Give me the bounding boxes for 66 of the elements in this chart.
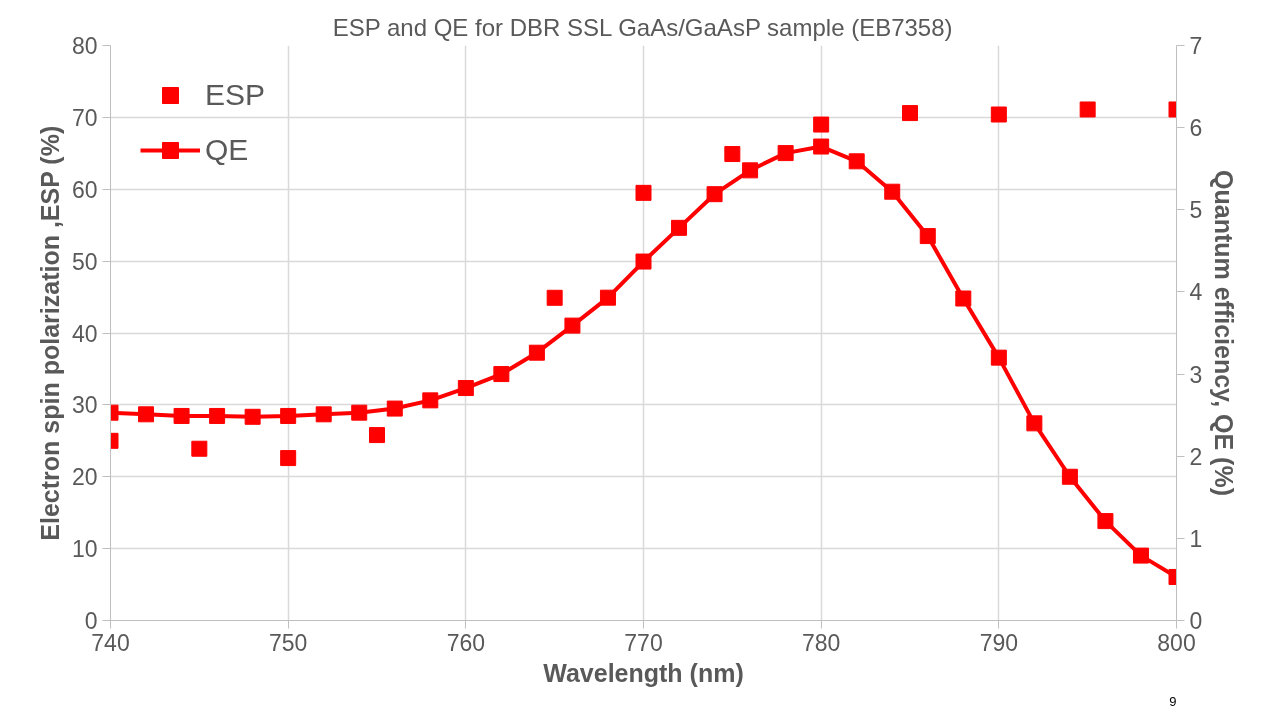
y-tick-label: 40 [71,320,98,347]
point [777,145,794,162]
y2-axis-title: Quantum efficiency, QE (%) [1210,170,1239,496]
y2-tick-label: 4 [1189,279,1203,306]
point [244,408,261,425]
point [1097,513,1114,530]
point [369,427,385,444]
point [564,317,581,334]
point [280,450,297,467]
y2-tick-label: 1 [1189,525,1203,552]
y-tick-label: 50 [71,248,98,275]
legend-label: QE [205,132,249,168]
point [955,290,972,307]
chart-title: ESP and QE for DBR SSL GaAs/GaAsP sample (EB7358) [332,13,953,41]
point [706,186,723,203]
point [138,406,155,423]
legend-label: ESP [205,77,266,113]
point [191,440,208,457]
point [884,183,901,200]
point [635,253,652,270]
point [599,289,616,306]
point [546,289,563,306]
x-tick-label: 790 [979,629,1019,656]
point [209,407,226,424]
y-tick-label: 70 [71,104,98,131]
point [528,344,545,361]
x-tick-label: 760 [446,629,486,656]
point [1079,101,1096,118]
point [990,106,1007,123]
point [902,105,918,122]
point [1061,468,1078,485]
point [742,162,759,179]
point [919,228,936,245]
point [315,406,332,423]
x-axis-title: Wavelength (nm) [543,658,744,687]
point [1026,415,1043,432]
point [422,392,439,409]
point [635,184,652,201]
y2-tick-label: 6 [1189,115,1203,142]
point [813,116,830,133]
y2-tick-label: 2 [1189,443,1203,470]
point [493,366,510,383]
point [351,404,368,421]
point [386,400,403,417]
y-tick-label: 20 [71,464,98,491]
y-tick-label: 10 [71,536,98,563]
y-tick-label: 80 [71,33,98,59]
point [173,407,190,424]
text: 9 [1169,693,1177,709]
x-tick-label: 750 [268,629,308,656]
point [671,219,688,236]
point [990,349,1007,366]
point [813,138,830,155]
y-tick-label: 60 [71,176,98,203]
point [280,407,297,424]
point [848,153,865,170]
y2-tick-label: 5 [1189,197,1203,224]
y2-tick-label: 7 [1189,33,1203,59]
y-tick-label: 30 [71,392,98,419]
point [457,380,474,397]
x-tick-label: 770 [624,629,663,656]
y-axis-title: Electron spin polarization ,ESP (%) [35,125,64,541]
point [724,146,741,163]
x-tick-label: 780 [801,629,841,656]
y2-tick-label: 3 [1189,361,1203,388]
point [1132,547,1149,564]
